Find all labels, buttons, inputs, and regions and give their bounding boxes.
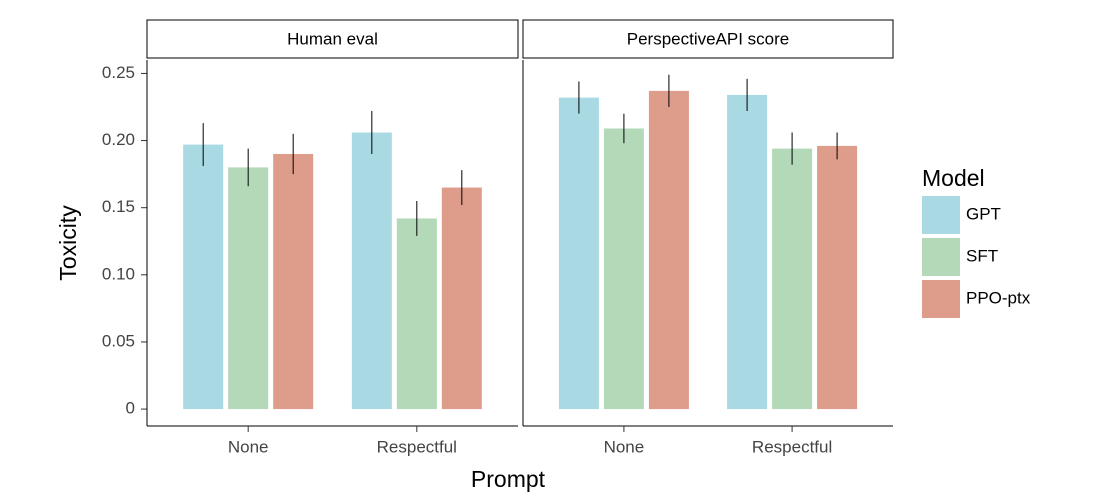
bar (817, 145, 858, 410)
legend-swatch (922, 196, 960, 234)
x-tick-label: None (604, 437, 645, 456)
bar (351, 132, 392, 410)
bar (648, 90, 689, 410)
legend-label: PPO-ptx (966, 288, 1031, 307)
x-axis-label: Prompt (471, 466, 546, 492)
y-tick-label: 0.05 (102, 331, 135, 350)
bar (441, 187, 482, 410)
legend-title: Model (922, 165, 985, 191)
bar (396, 218, 437, 410)
panel-title: PerspectiveAPI score (627, 29, 790, 48)
bar (273, 153, 314, 410)
x-tick-label: None (228, 437, 269, 456)
y-tick-label: 0 (126, 399, 135, 418)
panel-strip (146, 19, 519, 59)
bar (228, 167, 269, 410)
bar (727, 94, 768, 410)
panel-title: Human eval (287, 29, 378, 48)
x-tick-label: Respectful (377, 437, 457, 456)
y-tick-label: 0.10 (102, 264, 135, 283)
bar (603, 128, 644, 410)
legend-swatch (922, 280, 960, 318)
bar (558, 97, 599, 410)
bar (183, 144, 224, 410)
y-tick-label: 0.20 (102, 130, 135, 149)
panel-strip (522, 19, 894, 59)
bar (772, 148, 813, 410)
y-axis-label: Toxicity (55, 205, 81, 281)
legend-label: GPT (966, 204, 1001, 223)
y-tick-label: 0.25 (102, 63, 135, 82)
x-tick-label: Respectful (752, 437, 832, 456)
legend-label: SFT (966, 246, 998, 265)
legend-swatch (922, 238, 960, 276)
y-tick-label: 0.15 (102, 197, 135, 216)
